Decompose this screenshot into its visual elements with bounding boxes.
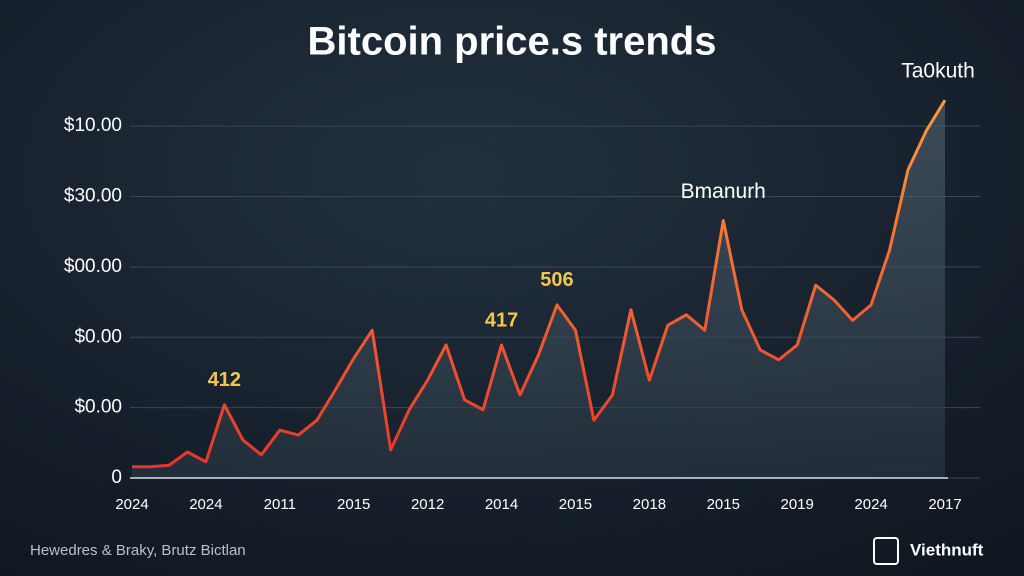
x-tick-label: 2014 [485, 496, 518, 513]
x-tick-label: 2011 [264, 496, 296, 513]
line [132, 99, 947, 469]
x-tick-label: 2024 [854, 496, 887, 513]
logo-icon [873, 537, 899, 565]
x-tick-label: 2024 [115, 496, 148, 513]
y-tick-label: $00.00 [64, 256, 122, 277]
x-tick-label: 2017 [928, 496, 961, 513]
y-tick-label: 0 [111, 467, 122, 488]
x-tick-label: 2015 [337, 496, 370, 513]
y-tick-label: $0.00 [74, 326, 122, 347]
x-tick-label: 2018 [633, 496, 666, 513]
y-tick-label: $0.00 [74, 397, 122, 418]
x-tick-label: 2019 [780, 496, 813, 513]
annotation: 412 [208, 369, 241, 391]
chart-title: Bitcoin price.s trends [308, 20, 717, 64]
y-tick-label: $10.00 [64, 115, 122, 136]
plot: 0 $0.00 $0.00 $00.00 $30.00 $10.00 2024 2024 201… [64, 60, 980, 513]
y-tick-label: $30.00 [64, 186, 122, 207]
x-tick-label: 2015 [559, 496, 592, 513]
logo: Viethnuft [910, 540, 984, 559]
annotation: 417 [485, 309, 518, 331]
x-tick-label: 2015 [707, 496, 740, 513]
annotation: Bmanurh [681, 180, 766, 203]
annotation: Ta0kuth [901, 60, 975, 83]
source: Hewedres & Braky, Brutz Bictlan [30, 542, 246, 559]
annotation: 506 [540, 269, 573, 291]
x-tick-label: 2012 [411, 496, 444, 513]
x-tick-label: 2024 [189, 496, 222, 513]
area [132, 100, 945, 478]
